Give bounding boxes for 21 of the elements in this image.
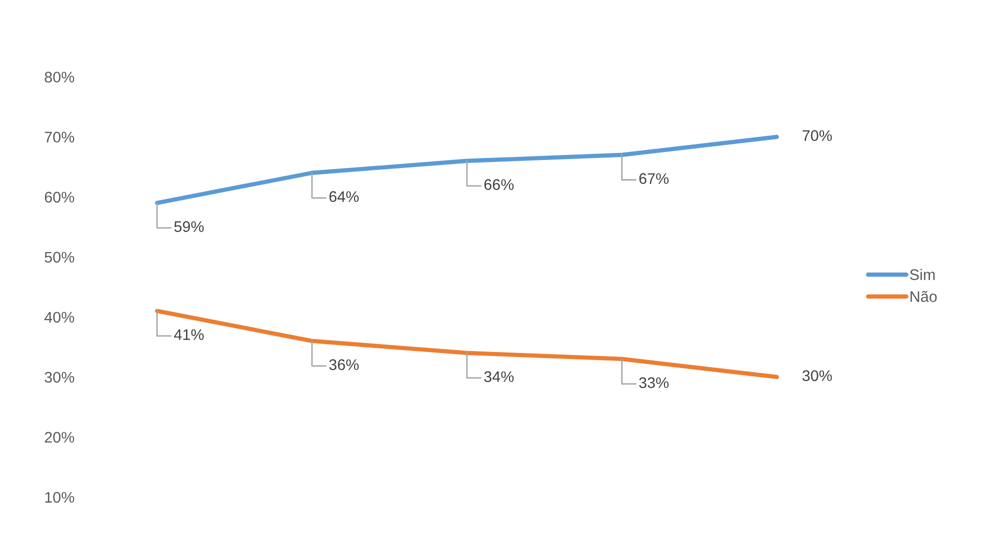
y-tick-label: 40%	[44, 312, 74, 323]
data-label: 41%	[174, 329, 204, 340]
line-series	[154, 134, 779, 205]
data-label: 67%	[639, 173, 669, 184]
y-tick-label: 30%	[44, 372, 74, 383]
y-tick-label: 20%	[44, 432, 74, 443]
y-tick-label: 50%	[44, 252, 74, 263]
data-label: 34%	[484, 371, 514, 382]
data-label: 66%	[484, 179, 514, 190]
data-label: 59%	[174, 221, 204, 232]
data-label: 30%	[802, 370, 832, 382]
data-label: 33%	[639, 377, 669, 388]
data-label: 64%	[329, 191, 359, 202]
data-label: 36%	[329, 359, 359, 370]
y-tick-label: 10%	[45, 492, 74, 503]
legend-label: Sim	[910, 268, 935, 280]
y-tick-label: 60%	[44, 192, 74, 203]
data-label: 70%	[802, 130, 832, 141]
y-tick-label: 70%	[44, 132, 74, 143]
y-tick-label: 80%	[44, 72, 74, 83]
legend-label: Não	[910, 290, 937, 302]
